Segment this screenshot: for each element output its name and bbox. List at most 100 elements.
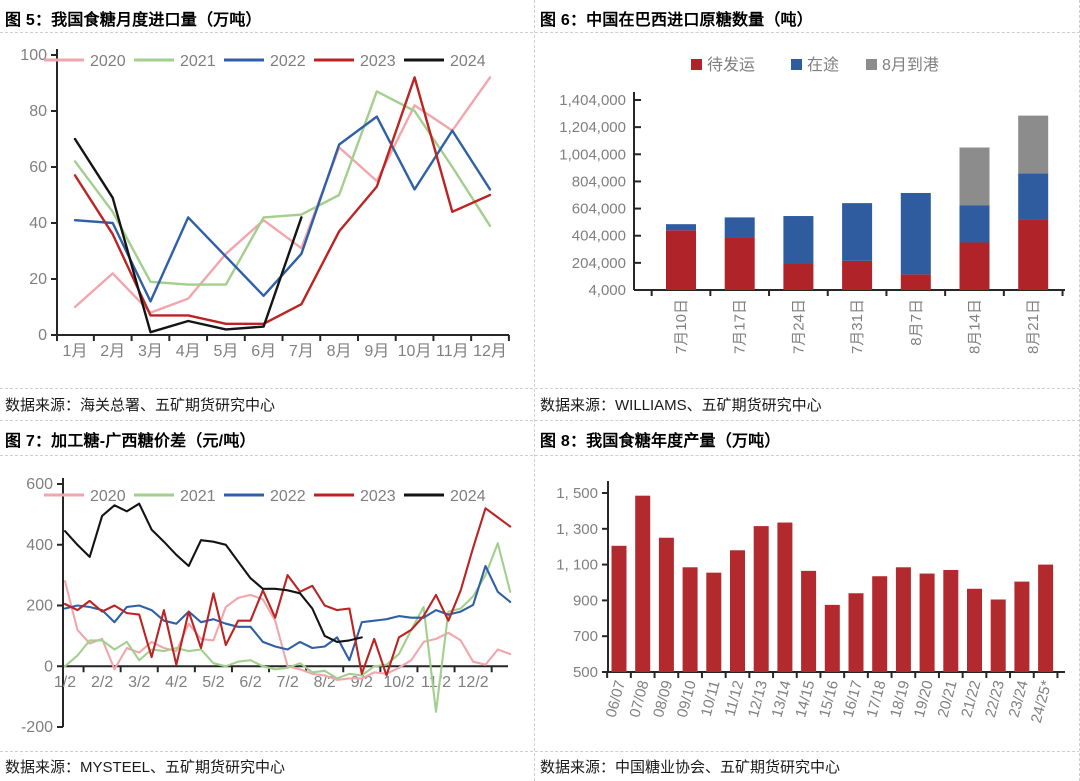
x-tick-label: 8月7日	[908, 299, 925, 346]
x-tick-label: 10/11	[698, 679, 724, 719]
x-tick-label: 7/2	[276, 674, 298, 691]
bar-06/07	[611, 545, 627, 672]
x-tick-label: 3月	[138, 343, 163, 360]
bar-在途-8月21日	[1018, 173, 1049, 220]
x-tick-label: 17/18	[863, 679, 889, 720]
x-tick-label: 4/2	[165, 674, 187, 691]
legend-label-2021: 2021	[180, 53, 216, 70]
x-tick-label: 8月	[327, 343, 352, 360]
fig7-title: 图 7：加工糖-广西糖价差（元/吨）	[0, 421, 533, 456]
x-tick-label: 4月	[176, 343, 201, 360]
x-tick-label: 2/2	[91, 674, 113, 691]
fig7-source-text: 数据来源：MYSTEEL、五矿期货研究中心	[5, 759, 286, 776]
x-tick-label: 1/2	[54, 674, 76, 691]
x-tick-label: 21/22	[958, 679, 984, 720]
fig6-source: 数据来源：WILLIAMS、五矿期货研究中心	[535, 388, 1079, 421]
bar-10/11	[706, 572, 722, 672]
y-tick-label: -200	[21, 719, 53, 736]
bar-在途-7月24日	[783, 216, 814, 264]
bar-待发运-8月21日	[1018, 219, 1049, 290]
fig6-source-text: 数据来源：WILLIAMS、五矿期货研究中心	[540, 397, 822, 414]
x-tick-label: 19/20	[911, 679, 937, 720]
legend-label-2023: 2023	[360, 53, 396, 70]
legend-swatch-8月到港	[866, 59, 877, 70]
y-tick-label: 1,204,000	[559, 119, 626, 136]
bar-09/10	[682, 567, 698, 672]
legend-label-2022: 2022	[270, 488, 306, 505]
bar-11/12	[730, 550, 745, 672]
y-tick-label: 200	[26, 598, 53, 615]
bar-08/09	[658, 537, 674, 672]
fig5-title-text: 图 5：我国食糖月度进口量（万吨）	[5, 12, 262, 29]
y-tick-label: 204,000	[572, 255, 626, 272]
legend-label-2020: 2020	[90, 53, 126, 70]
bar-待发运-7月31日	[842, 260, 873, 290]
y-tick-label: 60	[29, 159, 47, 176]
x-tick-label: 11/12	[722, 679, 748, 719]
bar-在途-8月14日	[959, 205, 990, 243]
fig7-source: 数据来源：MYSTEEL、五矿期货研究中心	[0, 751, 533, 781]
fig7-title-text: 图 7：加工糖-广西糖价差（元/吨）	[5, 433, 256, 450]
y-tick-label: 80	[29, 103, 47, 120]
x-tick-label: 7月17日	[732, 299, 749, 354]
legend-label-2020: 2020	[90, 488, 126, 505]
legend-label-8月到港: 8月到港	[882, 56, 939, 74]
y-tick-label: 40	[29, 215, 47, 232]
series-line-2021	[63, 542, 512, 713]
bar-20/21	[943, 569, 959, 672]
fig5-source-text: 数据来源：海关总署、五矿期货研究中心	[5, 397, 276, 414]
bar-07/08	[635, 495, 651, 672]
x-tick-label: 6/2	[239, 674, 261, 691]
y-tick-label: 404,000	[572, 228, 626, 245]
fig8-chart-area: 500 700 900 1, 100 1, 300 1, 500 06/07 07/08 08/…	[535, 456, 1079, 751]
x-tick-label: 16/17	[840, 679, 866, 720]
fig6-chart: 4,000 204,000 404,000 604,000 804,000 1,004,0…	[559, 56, 1065, 354]
x-tick-label: 11月	[436, 343, 469, 360]
left-column: 图 5：我国食糖月度进口量（万吨） 0 20 40 60 80 100 1月 2月 3月 4月 5月…	[0, 0, 533, 781]
y-tick-label: 20	[29, 271, 47, 288]
bar-19/20	[919, 573, 935, 672]
series-line-2024	[63, 502, 363, 643]
bar-22/23	[990, 599, 1006, 672]
bar-15/16	[824, 604, 840, 672]
series-line-2023	[63, 507, 512, 677]
x-tick-label: 15/16	[816, 679, 842, 720]
y-tick-label: 604,000	[572, 201, 626, 218]
legend-label-2021: 2021	[180, 488, 216, 505]
y-tick-label: 804,000	[572, 173, 626, 190]
x-tick-label: 11/2	[421, 674, 451, 691]
y-tick-label: 4,000	[588, 282, 626, 299]
fig8-source-text: 数据来源：中国糖业协会、五矿期货研究中心	[540, 759, 841, 776]
x-tick-label: 09/10	[674, 679, 700, 720]
bar-8月到港-8月21日	[1018, 115, 1049, 174]
x-tick-label: 24/25*	[1028, 678, 1056, 724]
x-tick-label: 12/2	[458, 674, 489, 691]
x-tick-label: 20/21	[935, 679, 961, 720]
x-tick-label: 23/24	[1006, 679, 1032, 720]
fig8-title: 图 8：我国食糖年度产量（万吨）	[535, 421, 1079, 456]
legend-label-2024: 2024	[450, 488, 486, 505]
y-tick-label: 1,004,000	[559, 146, 626, 163]
y-tick-label: 1, 100	[556, 557, 598, 574]
x-tick-label: 1月	[63, 343, 88, 360]
series-line-2020	[63, 580, 512, 681]
series-line-2021	[73, 90, 492, 286]
x-tick-label: 7月24日	[790, 299, 807, 354]
bar-8月到港-8月14日	[959, 147, 990, 206]
bar-在途-8月7日	[900, 192, 931, 275]
bar-16/17	[848, 593, 864, 672]
x-tick-label: 12月	[473, 343, 507, 360]
right-column: 图 6：中国在巴西进口原糖数量（吨） 4,000 204,000 404,000 60…	[534, 0, 1079, 781]
y-tick-label: 400	[26, 537, 53, 554]
fig5-source: 数据来源：海关总署、五矿期货研究中心	[0, 388, 533, 421]
x-tick-label: 5/2	[202, 674, 224, 691]
x-tick-label: 06/07	[603, 679, 629, 720]
y-tick-label: 700	[573, 628, 598, 645]
x-tick-label: 5月	[213, 343, 238, 360]
bar-待发运-7月17日	[724, 237, 755, 290]
x-tick-label: 7月	[289, 343, 314, 360]
x-tick-label: 6月	[251, 343, 276, 360]
bar-17/18	[872, 576, 888, 672]
x-tick-label: 7月31日	[849, 299, 866, 354]
